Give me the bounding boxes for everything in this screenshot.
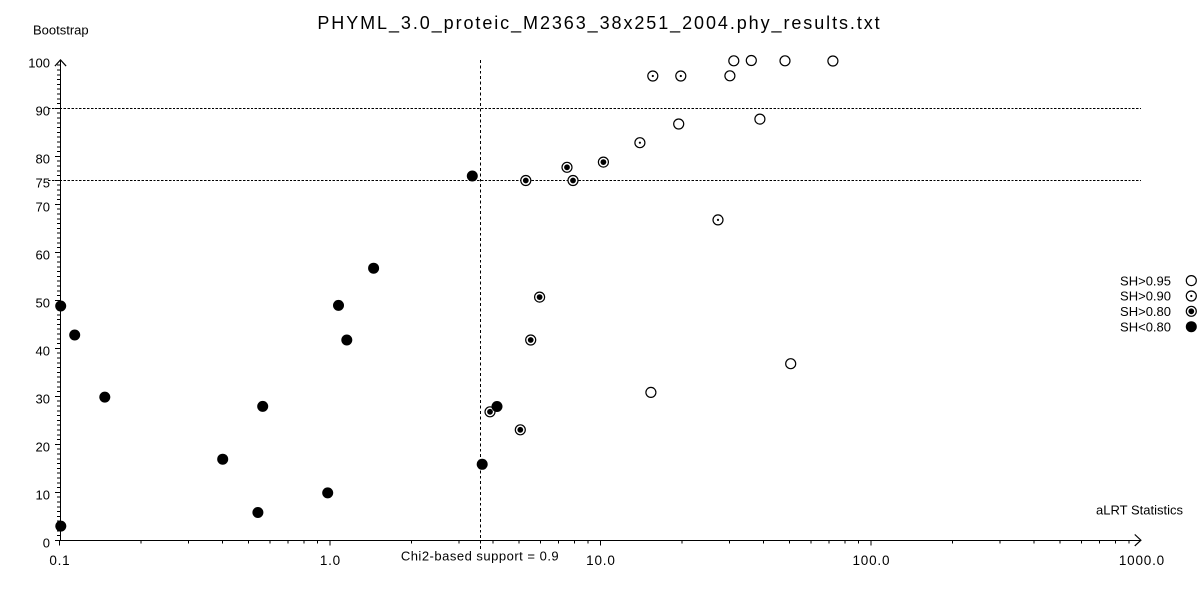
svg-text:1000.0: 1000.0 (1119, 553, 1165, 568)
svg-text:SH>0.90: SH>0.90 (1120, 289, 1171, 304)
svg-text:Chi2-based support = 0.9: Chi2-based support = 0.9 (401, 549, 559, 564)
svg-text:10: 10 (36, 487, 50, 502)
svg-text:90: 90 (36, 103, 50, 118)
svg-text:SH>0.80: SH>0.80 (1120, 304, 1171, 319)
svg-text:Bootstrap: Bootstrap (33, 22, 89, 37)
svg-text:100.0: 100.0 (853, 553, 891, 568)
svg-text:10.0: 10.0 (586, 553, 615, 568)
svg-text:20: 20 (36, 439, 50, 454)
svg-text:SH>0.95: SH>0.95 (1120, 273, 1171, 288)
svg-text:70: 70 (36, 199, 50, 214)
svg-text:40: 40 (36, 343, 50, 358)
svg-text:100: 100 (28, 55, 50, 70)
svg-text:aLRT Statistics: aLRT Statistics (1096, 503, 1183, 518)
svg-text:1.0: 1.0 (320, 553, 341, 568)
svg-text:60: 60 (36, 247, 50, 262)
svg-text:75: 75 (36, 175, 50, 190)
svg-text:50: 50 (36, 295, 50, 310)
svg-text:80: 80 (36, 151, 50, 166)
svg-text:SH<0.80: SH<0.80 (1120, 319, 1171, 334)
svg-text:0: 0 (43, 535, 50, 550)
svg-text:PHYML_3.0_proteic_M2363_38x251: PHYML_3.0_proteic_M2363_38x251_2004.phy_… (317, 13, 881, 34)
svg-text:0.1: 0.1 (49, 553, 70, 568)
svg-text:30: 30 (36, 391, 50, 406)
